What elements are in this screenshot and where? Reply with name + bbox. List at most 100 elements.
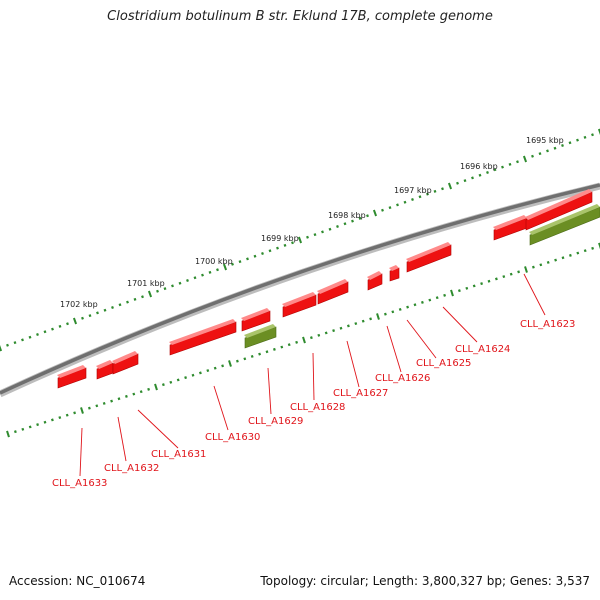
inner-minor-tick bbox=[339, 326, 343, 330]
inner-minor-tick bbox=[184, 376, 188, 380]
outer-minor-tick bbox=[36, 332, 39, 337]
outer-minor-tick bbox=[546, 149, 549, 153]
inner-minor-tick bbox=[539, 263, 543, 267]
outer-minor-tick bbox=[381, 208, 384, 212]
inner-minor-tick bbox=[487, 279, 491, 283]
outer-major-tick bbox=[447, 182, 453, 190]
gene-leader-line bbox=[523, 273, 546, 316]
inner-minor-tick bbox=[561, 256, 565, 260]
gene-label[interactable]: CLL_A1625 bbox=[416, 358, 471, 369]
inner-minor-tick bbox=[472, 284, 476, 288]
gene-feature-bevel bbox=[525, 189, 592, 220]
gene-label[interactable]: CLL_A1626 bbox=[375, 373, 430, 384]
kbp-label: 1695 kbp bbox=[526, 136, 564, 145]
inner-minor-tick bbox=[169, 380, 173, 384]
gene-label[interactable]: CLL_A1623 bbox=[520, 319, 575, 330]
outer-minor-tick bbox=[141, 295, 144, 299]
outer-minor-tick bbox=[66, 322, 69, 326]
outer-minor-tick bbox=[51, 327, 54, 331]
inner-tick-track bbox=[6, 242, 600, 438]
gene-feature-bevel bbox=[367, 271, 382, 280]
inner-minor-tick bbox=[576, 251, 580, 255]
inner-minor-tick bbox=[361, 319, 365, 323]
outer-minor-tick bbox=[13, 341, 17, 345]
outer-minor-tick bbox=[201, 273, 204, 277]
outer-minor-tick bbox=[456, 181, 459, 185]
inner-minor-tick bbox=[480, 282, 484, 286]
inner-major-tick bbox=[302, 336, 306, 344]
inner-minor-tick bbox=[509, 272, 513, 276]
gene-label[interactable]: CLL_A1629 bbox=[248, 416, 303, 427]
outer-major-tick bbox=[0, 345, 3, 352]
outer-minor-tick bbox=[216, 268, 219, 272]
kbp-scale: 1702 kbp 1701 kbp 1700 kbp 1699 kbp 1698 kbp… bbox=[60, 136, 564, 309]
inner-minor-tick bbox=[428, 298, 432, 302]
outer-major-tick bbox=[147, 290, 153, 298]
outer-major-tick bbox=[297, 236, 303, 244]
inner-minor-tick bbox=[110, 399, 114, 403]
inner-minor-tick bbox=[206, 369, 210, 373]
outer-minor-tick bbox=[96, 311, 99, 315]
outer-tick-track bbox=[0, 128, 600, 352]
inner-minor-tick bbox=[235, 359, 239, 363]
inner-minor-tick bbox=[295, 340, 299, 344]
outer-minor-tick bbox=[418, 195, 422, 199]
gene-leader-line bbox=[406, 319, 437, 359]
inner-major-tick bbox=[154, 383, 158, 391]
outer-major-tick bbox=[372, 209, 378, 217]
outer-minor-tick bbox=[43, 330, 47, 334]
outer-minor-tick bbox=[561, 143, 564, 148]
kbp-label: 1699 kbp bbox=[261, 234, 299, 243]
inner-minor-tick bbox=[117, 397, 121, 401]
gene-feature-bevel bbox=[244, 324, 276, 338]
outer-minor-tick bbox=[238, 260, 242, 264]
outer-minor-tick bbox=[501, 165, 504, 169]
outer-minor-tick bbox=[306, 235, 309, 239]
gene-feature-bevel bbox=[169, 319, 236, 345]
inner-minor-tick bbox=[124, 394, 128, 398]
gene-feature-bevel bbox=[112, 351, 138, 364]
gene-feature-bevel bbox=[529, 204, 600, 235]
gene-feature-bevel bbox=[96, 360, 113, 369]
gene-label[interactable]: CLL_A1627 bbox=[333, 388, 388, 399]
inner-minor-tick bbox=[21, 427, 25, 431]
gene-label[interactable]: CLL_A1633 bbox=[52, 478, 107, 489]
outer-minor-tick bbox=[441, 187, 444, 191]
gene-feature-bevel bbox=[241, 308, 270, 321]
gene-label[interactable]: CLL_A1628 bbox=[290, 402, 345, 413]
inner-minor-tick bbox=[176, 378, 180, 382]
inner-minor-tick bbox=[65, 413, 69, 417]
gene-label[interactable]: CLL_A1630 bbox=[205, 432, 260, 443]
gene-label[interactable]: CLL_A1632 bbox=[104, 463, 159, 474]
inner-minor-tick bbox=[309, 336, 313, 340]
outer-minor-tick bbox=[486, 170, 489, 175]
inner-minor-tick bbox=[554, 258, 558, 262]
outer-minor-tick bbox=[261, 251, 264, 256]
inner-minor-tick bbox=[161, 383, 165, 387]
inner-minor-tick bbox=[139, 390, 143, 394]
gene-label[interactable]: CLL_A1631 bbox=[151, 449, 206, 460]
inner-minor-tick bbox=[465, 286, 469, 290]
outer-minor-tick bbox=[193, 276, 197, 280]
inner-minor-tick bbox=[317, 333, 321, 337]
inner-minor-tick bbox=[258, 352, 262, 356]
inner-minor-tick bbox=[250, 354, 254, 358]
inner-major-tick bbox=[6, 430, 10, 438]
inner-minor-tick bbox=[502, 275, 506, 279]
gene-leader-line bbox=[312, 352, 315, 401]
gene-feature-bevel bbox=[406, 242, 451, 262]
inner-minor-tick bbox=[383, 312, 387, 316]
gene-leader-lines bbox=[79, 273, 546, 477]
outer-minor-tick bbox=[396, 203, 399, 207]
outer-minor-tick bbox=[531, 154, 534, 158]
outer-minor-tick bbox=[576, 138, 579, 142]
inner-minor-tick bbox=[287, 343, 291, 347]
gene-label[interactable]: CLL_A1624 bbox=[455, 344, 510, 355]
outer-minor-tick bbox=[328, 227, 332, 231]
gene-leader-line bbox=[213, 385, 229, 431]
outer-minor-tick bbox=[208, 270, 212, 274]
inner-minor-tick bbox=[591, 246, 595, 250]
inner-minor-tick bbox=[95, 404, 99, 408]
outer-minor-tick bbox=[358, 216, 362, 220]
outer-minor-tick bbox=[246, 257, 249, 261]
